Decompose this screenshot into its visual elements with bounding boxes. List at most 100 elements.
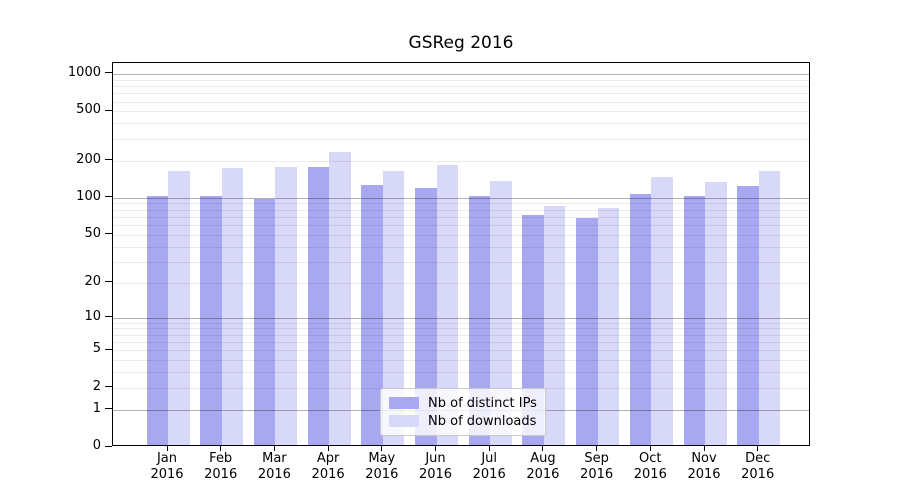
x-tick-label: Dec 2016 bbox=[731, 451, 785, 483]
gridline-minor bbox=[113, 123, 809, 125]
bar-downloads bbox=[758, 170, 781, 445]
y-tick-label: 2 bbox=[92, 378, 101, 394]
x-tick-month: Dec bbox=[745, 451, 771, 466]
x-tick-mark bbox=[542, 446, 544, 451]
x-tick-label: Jun 2016 bbox=[409, 451, 463, 483]
bar-downloads bbox=[597, 208, 620, 445]
bar-distinct-ips bbox=[253, 199, 276, 445]
y-tick-label: 1000 bbox=[67, 64, 101, 80]
x-tick-month: Oct bbox=[639, 451, 662, 466]
legend: Nb of distinct IPs Nb of downloads bbox=[380, 388, 546, 436]
x-tick-month: May bbox=[368, 451, 396, 466]
x-tick-label: Feb 2016 bbox=[194, 451, 248, 483]
bar-distinct-ips bbox=[415, 188, 437, 445]
gridline-minor bbox=[113, 93, 809, 95]
legend-item-distinct-ips: Nb of distinct IPs bbox=[389, 394, 537, 412]
x-tick-year: 2016 bbox=[741, 467, 775, 482]
x-tick-year: 2016 bbox=[418, 467, 453, 482]
x-tick-year: 2016 bbox=[526, 467, 560, 482]
y-tick-mark bbox=[105, 159, 112, 161]
bar-distinct-ips bbox=[307, 167, 330, 445]
gridline-minor bbox=[113, 79, 809, 81]
bar-distinct-ips bbox=[146, 195, 168, 445]
x-tick-year: 2016 bbox=[311, 467, 345, 482]
x-tick-mark bbox=[273, 446, 275, 451]
bar-downloads bbox=[490, 180, 512, 445]
x-tick-month: Jan bbox=[156, 451, 178, 466]
legend-label-downloads: Nb of downloads bbox=[428, 413, 537, 429]
gridline-minor bbox=[113, 350, 809, 352]
bars-layer bbox=[113, 63, 809, 445]
gridline-minor bbox=[113, 372, 809, 374]
y-tick-mark bbox=[105, 445, 112, 447]
gridline-major bbox=[113, 317, 809, 319]
x-tick-mark bbox=[596, 446, 598, 451]
gridline-minor bbox=[113, 234, 809, 236]
gridline-minor bbox=[113, 203, 809, 205]
x-tick-mark bbox=[649, 446, 651, 451]
gridline-major bbox=[113, 73, 809, 75]
gridline-minor bbox=[113, 138, 809, 140]
gridline-minor bbox=[113, 209, 809, 211]
x-tick-year: 2016 bbox=[580, 467, 614, 482]
bar-downloads bbox=[543, 206, 566, 445]
x-tick-month: Sep bbox=[584, 451, 609, 466]
x-tick-month: Jun bbox=[425, 451, 446, 466]
y-tick-label: 0 bbox=[92, 438, 101, 453]
y-tick-mark bbox=[105, 408, 112, 410]
x-tick-year: 2016 bbox=[633, 467, 667, 482]
legend-swatch-downloads bbox=[389, 415, 419, 427]
bar-downloads bbox=[651, 176, 673, 445]
y-tick-label: 1 bbox=[92, 400, 101, 416]
x-tick-label: Jul 2016 bbox=[462, 451, 516, 483]
x-tick-mark bbox=[327, 446, 329, 451]
bar-distinct-ips bbox=[629, 193, 652, 445]
y-tick-label: 20 bbox=[84, 273, 101, 289]
gridline-minor bbox=[113, 101, 809, 103]
x-tick-label: Oct 2016 bbox=[623, 451, 677, 483]
chart-title: GSReg 2016 bbox=[408, 33, 514, 53]
bar-downloads bbox=[382, 170, 405, 445]
x-tick-mark bbox=[757, 446, 759, 451]
x-tick-label: May 2016 bbox=[355, 451, 409, 483]
gridline-minor bbox=[113, 216, 809, 218]
x-tick-mark bbox=[488, 446, 490, 451]
x-tick-month: Jul bbox=[481, 451, 498, 466]
grid-layer bbox=[113, 63, 809, 445]
bar-downloads bbox=[436, 164, 458, 445]
x-tick-mark bbox=[166, 446, 168, 451]
gridline-minor bbox=[113, 160, 809, 162]
y-tick-mark bbox=[105, 281, 112, 283]
y-tick-mark bbox=[105, 196, 112, 198]
x-tick-year: 2016 bbox=[204, 467, 238, 482]
gridline-minor bbox=[113, 86, 809, 87]
plot-area bbox=[112, 62, 810, 446]
x-tick-year: 2016 bbox=[472, 467, 506, 482]
y-tick-label: 200 bbox=[76, 151, 101, 167]
bar-distinct-ips bbox=[576, 218, 598, 445]
x-tick-label: Sep 2016 bbox=[570, 451, 624, 483]
x-tick-label: Aug 2016 bbox=[516, 451, 570, 483]
x-tick-year: 2016 bbox=[365, 467, 399, 482]
y-tick-mark bbox=[105, 109, 112, 111]
gridline-minor bbox=[113, 111, 809, 113]
gridline-minor bbox=[113, 322, 809, 324]
bar-distinct-ips bbox=[737, 185, 759, 445]
legend-item-downloads: Nb of downloads bbox=[389, 412, 537, 430]
x-tick-month: Apr bbox=[316, 451, 340, 466]
gridline-major bbox=[113, 197, 809, 199]
x-tick-mark bbox=[435, 446, 436, 451]
x-tick-label: Apr 2016 bbox=[301, 451, 355, 483]
bar-distinct-ips bbox=[522, 214, 544, 445]
y-tick-mark bbox=[105, 72, 112, 74]
x-tick-month: Aug bbox=[530, 451, 556, 466]
x-tick-label: Nov 2016 bbox=[677, 451, 731, 483]
x-tick-month: Nov bbox=[691, 451, 717, 466]
x-tick-month: Mar bbox=[262, 451, 287, 466]
gridline-minor bbox=[113, 328, 809, 330]
y-tick-label: 10 bbox=[84, 308, 101, 324]
y-tick-mark bbox=[105, 348, 112, 350]
gridline-minor bbox=[113, 334, 809, 336]
bar-distinct-ips bbox=[200, 195, 222, 445]
